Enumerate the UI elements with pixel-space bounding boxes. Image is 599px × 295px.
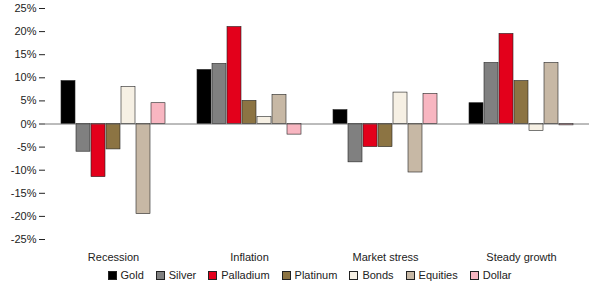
html-text:Bonds: Bonds — [362, 269, 394, 281]
svg-text:5%: 5% — [21, 94, 37, 106]
svg-text:10%: 10% — [14, 71, 36, 83]
svg-text:0%: 0% — [21, 118, 37, 130]
svg-text:15%: 15% — [14, 48, 36, 60]
html-text:Silver: Silver — [168, 269, 197, 281]
svg-text:-10%: -10% — [11, 164, 37, 176]
svg-text:20%: 20% — [14, 25, 36, 37]
svg-text:-20%: -20% — [11, 210, 37, 222]
svg-text:-15%: -15% — [11, 187, 37, 199]
svg-text:-25%: -25% — [11, 233, 37, 245]
html-text:Gold: Gold — [120, 269, 144, 281]
html-text:Dollar: Dollar — [482, 269, 512, 281]
svg-text:Recession: Recession — [88, 251, 139, 263]
html-text:Palladium: Palladium — [221, 269, 270, 281]
svg-text:Steady growth: Steady growth — [486, 251, 556, 263]
svg-text:25%: 25% — [14, 2, 36, 14]
html-text:Platinum: Platinum — [294, 269, 338, 281]
html-text:Equities: Equities — [418, 269, 458, 281]
svg-text:Inflation: Inflation — [230, 251, 269, 263]
svg-text:-5%: -5% — [17, 141, 37, 153]
svg-text:Market stress: Market stress — [352, 251, 419, 263]
